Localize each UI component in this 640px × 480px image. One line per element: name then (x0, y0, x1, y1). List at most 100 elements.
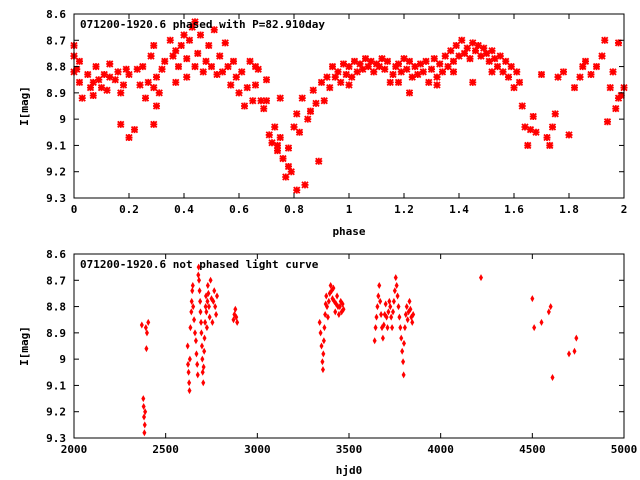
unphased-data-point (380, 334, 385, 342)
phased-data-point (174, 62, 183, 71)
phased-data-point (158, 65, 166, 73)
phased-data-point (290, 123, 298, 131)
unphased-data-point (203, 303, 208, 311)
phased-data-point (227, 81, 235, 89)
phased-data-point (284, 144, 293, 152)
unphased-data-point (320, 358, 325, 366)
unphased-data-point (141, 395, 146, 403)
phased-x-axis-title: phase (332, 225, 365, 238)
phased-x-tick-label: 1.4 (449, 203, 469, 216)
unphased-data-point (195, 371, 200, 379)
unphased-data-point (385, 324, 390, 332)
phased-x-tick-label: 2 (621, 203, 628, 216)
phased-data-point (139, 62, 147, 71)
phased-data-point (92, 62, 100, 71)
phased-data-point (617, 91, 625, 100)
unphased-data-point (319, 342, 324, 350)
unphased-data-point (392, 287, 397, 295)
unphased-data-point (191, 303, 196, 311)
phased-data-point (496, 52, 504, 60)
phased-points (70, 18, 628, 194)
phased-data-point (447, 47, 455, 55)
phased-data-point (502, 57, 510, 65)
phased-data-point (551, 110, 559, 118)
phased-data-point (136, 81, 144, 89)
phased-data-point (587, 70, 595, 79)
phased-data-point (419, 68, 427, 76)
phased-data-point (183, 73, 191, 81)
unphased-data-point (340, 300, 345, 308)
phased-data-point (477, 52, 485, 60)
phased-data-point (460, 49, 469, 58)
phased-data-point (243, 83, 251, 92)
phased-data-point (452, 41, 460, 50)
unphased-data-point (377, 282, 382, 290)
unphased-data-point (317, 318, 322, 326)
phased-data-point (471, 47, 480, 55)
unphased-data-point (197, 287, 202, 295)
phased-data-point (246, 57, 254, 65)
unphased-data-point (328, 282, 333, 290)
phased-data-point (337, 78, 345, 86)
phased-data-point (117, 120, 125, 129)
phased-data-point (331, 73, 339, 81)
unphased-data-point (546, 308, 551, 316)
phased-data-point (155, 89, 163, 97)
unphased-data-point (189, 297, 194, 305)
phased-data-point (444, 62, 452, 71)
phased-data-point (526, 126, 535, 134)
unphased-data-point (399, 334, 404, 342)
phased-data-point (449, 57, 458, 65)
unphased-data-point (201, 363, 206, 371)
phased-data-point (125, 70, 133, 79)
unphased-data-point (215, 292, 219, 300)
unphased-data-point (143, 408, 148, 416)
phased-x-tick-label: 1 (346, 203, 353, 216)
unphased-data-point (335, 292, 340, 300)
phased-data-point (185, 36, 194, 44)
phased-data-point (510, 83, 518, 92)
phased-data-point (103, 86, 111, 94)
unphased-y-tick-label: 8.7 (46, 274, 66, 287)
phased-data-point (543, 133, 551, 142)
phased-data-point (265, 131, 273, 139)
phased-data-point (532, 128, 540, 136)
unphased-x-tick-label: 4000 (427, 443, 454, 456)
unphased-data-point (374, 313, 379, 321)
phased-data-point (394, 78, 403, 86)
unphased-data-point (189, 308, 194, 316)
phased-data-point (180, 31, 188, 39)
phased-data-point (581, 57, 590, 65)
unphased-data-point (214, 310, 219, 318)
unphased-data-point (572, 347, 577, 355)
phased-data-point (521, 123, 529, 131)
phased-data-point (213, 70, 221, 79)
phased-data-point (144, 78, 152, 86)
unphased-chart-title: 071200-1920.6 not phased light curve (80, 258, 319, 271)
unphased-data-point (324, 292, 329, 300)
unphased-data-point (373, 324, 378, 332)
phased-data-point (147, 52, 155, 60)
unphased-data-point (190, 282, 195, 290)
unphased-data-point (393, 274, 398, 282)
phased-data-point (389, 70, 397, 79)
unphased-data-point (394, 282, 399, 290)
phased-data-point (89, 91, 97, 100)
phased-data-point (499, 68, 507, 76)
unphased-data-point (402, 339, 406, 347)
unphased-data-point (331, 284, 336, 292)
unphased-data-point (387, 297, 392, 305)
phased-chart-title: 071200-1920.6 phased with P=82.910day (80, 18, 325, 31)
phased-data-point (205, 41, 213, 50)
unphased-data-point (378, 297, 383, 305)
phased-data-point (309, 86, 317, 94)
unphased-data-point (390, 324, 395, 332)
phased-data-point (364, 62, 372, 71)
phased-data-point (422, 57, 430, 65)
unphased-points (139, 263, 579, 437)
unphased-data-point (233, 305, 238, 313)
unphased-x-tick-label: 2500 (152, 443, 179, 456)
unphased-data-point (401, 358, 406, 366)
phased-data-point (183, 55, 191, 63)
unphased-data-point (204, 308, 209, 316)
